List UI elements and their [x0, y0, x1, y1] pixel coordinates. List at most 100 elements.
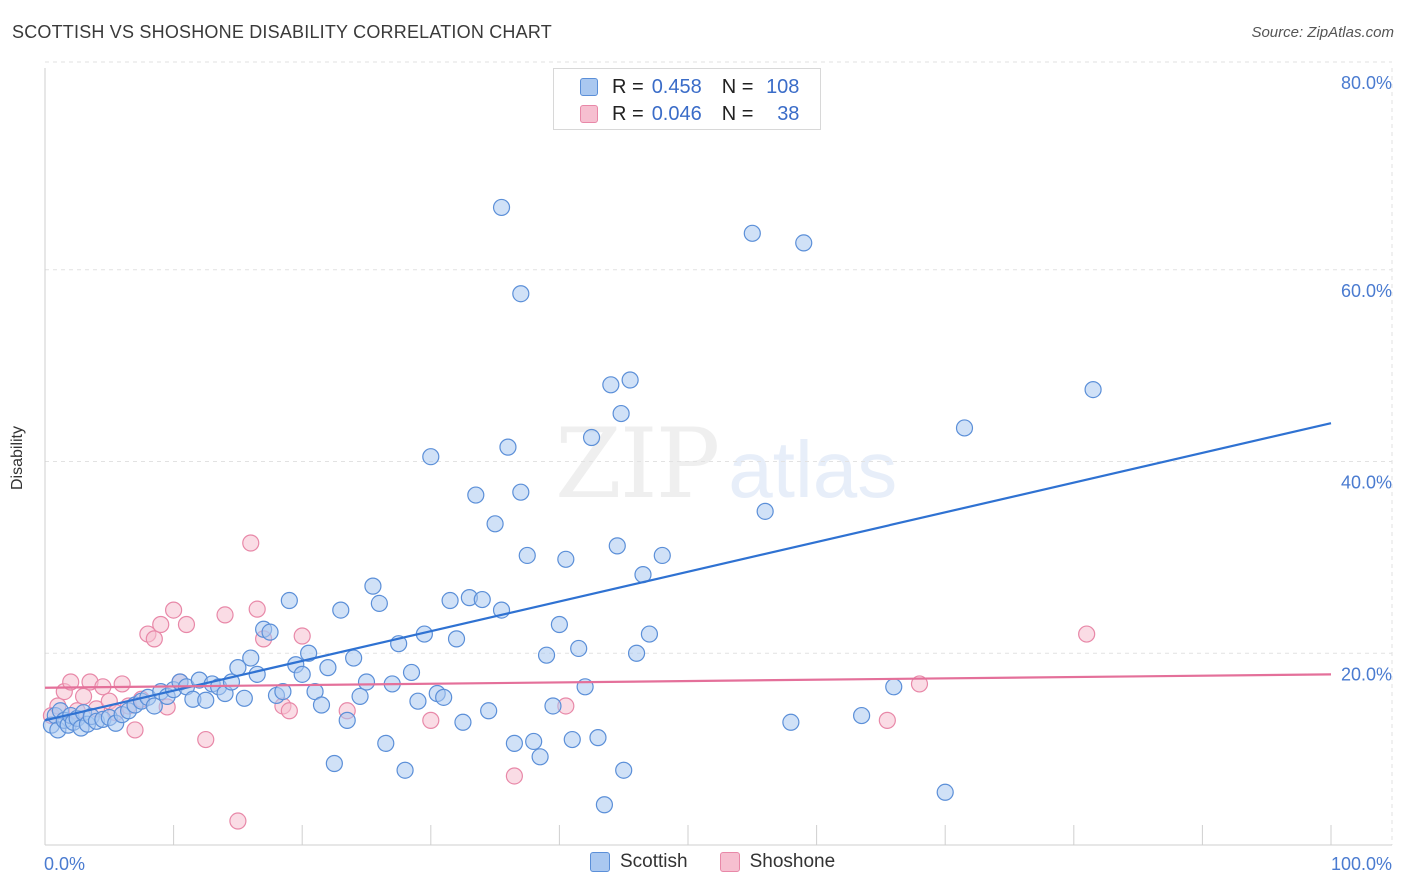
shoshone-point: [177, 615, 196, 634]
scottish-swatch: [580, 78, 598, 96]
scottish-point: [338, 711, 356, 729]
r-label: R =: [612, 102, 644, 125]
scottish-point: [409, 692, 427, 710]
n-value: 108: [766, 75, 800, 98]
scottish-point: [595, 796, 614, 814]
scottish-point: [473, 590, 491, 609]
watermark: ZIP atlas: [555, 408, 897, 520]
shoshone-point: [505, 767, 523, 785]
r-value: 0.046: [651, 102, 702, 125]
legend-item-scottish[interactable]: Scottish: [590, 851, 688, 873]
scottish-point: [885, 678, 903, 696]
scottish-point: [235, 689, 253, 707]
scottish-point: [447, 630, 466, 648]
legend-row-scottish: R = 0.458 N = 108: [580, 75, 799, 99]
watermark-zip: ZIP: [555, 408, 720, 520]
scottish-point: [261, 623, 279, 641]
scottish-point: [627, 644, 646, 662]
scottish-point: [589, 729, 607, 747]
y-tick-label: 80.0%: [1341, 73, 1392, 93]
scottish-point: [499, 438, 517, 456]
shoshone-point: [216, 606, 234, 624]
scottish-point: [563, 730, 581, 749]
trend-lines: [44, 422, 1332, 722]
scottish-point: [370, 594, 388, 612]
shoshone-point: [242, 534, 260, 552]
scottish-point: [550, 615, 569, 634]
scottish-point: [608, 537, 626, 555]
scottish-point: [300, 644, 318, 662]
shoshone-point: [62, 673, 80, 691]
scottish-point: [518, 546, 536, 565]
shoshone-point: [280, 702, 298, 720]
shoshone-point: [910, 675, 929, 693]
scottish-point: [197, 691, 215, 709]
axes: [44, 68, 1393, 846]
scottish-point: [242, 649, 260, 667]
scottish-point: [853, 706, 871, 725]
shoshone-point: [422, 711, 440, 729]
scottish-point: [345, 649, 363, 667]
scottish-point: [505, 734, 523, 752]
shoshone-point: [1078, 625, 1096, 643]
shoshone-point: [878, 711, 896, 729]
shoshone-point: [165, 601, 183, 619]
shoshone-swatch: [719, 852, 740, 872]
scottish-point: [621, 371, 639, 389]
source-credit: Source: ZipAtlas.com: [1251, 24, 1394, 41]
shoshone-point: [113, 675, 131, 693]
stats-legend: R = 0.458 N = 108 R = 0.046 N = 38: [553, 68, 821, 130]
scottish-point: [795, 234, 813, 252]
scottish-point: [441, 591, 459, 610]
scottish-point: [312, 696, 331, 714]
r-label: R =: [612, 75, 644, 98]
scottish-point: [1084, 380, 1102, 399]
shoshone-point: [229, 812, 247, 830]
shoshone-point: [126, 721, 144, 739]
n-label: N =: [721, 75, 754, 98]
scottish-point: [557, 550, 575, 568]
r-value: 0.458: [651, 75, 702, 98]
scottish-point: [402, 663, 421, 682]
scottish-point: [602, 376, 620, 394]
scottish-point: [274, 682, 292, 701]
scottish-point: [756, 502, 774, 520]
scottish-point: [396, 761, 414, 779]
scottish-point: [422, 448, 440, 466]
legend-item-shoshone[interactable]: Shoshone: [719, 851, 836, 873]
scottish-swatch: [590, 852, 610, 872]
scottish-point: [640, 625, 659, 643]
legend-row-shoshone: R = 0.046 N = 38: [580, 102, 799, 126]
scottish-point: [582, 428, 601, 447]
scottish-point: [467, 486, 485, 504]
scottish-point: [615, 761, 633, 779]
shoshone-trend-line: [44, 673, 1332, 689]
n-value: 38: [777, 102, 800, 125]
scottish-point: [357, 673, 376, 691]
scottish-point: [454, 713, 472, 731]
shoshone-point: [152, 615, 170, 634]
scottish-point: [537, 646, 556, 664]
shoshone-point: [248, 600, 266, 618]
scottish-point: [512, 483, 530, 501]
scottish-point: [486, 515, 504, 533]
n-label: N =: [721, 102, 754, 125]
scottish-point: [492, 198, 511, 217]
scottish-point: [743, 224, 761, 242]
scottish-point: [936, 783, 954, 801]
scottish-point: [325, 754, 343, 773]
watermark-atlas: atlas: [728, 425, 898, 514]
scottish-point: [544, 697, 562, 715]
scottish-point: [653, 546, 671, 565]
y-tick-label: 40.0%: [1341, 473, 1392, 493]
scottish-point: [435, 688, 453, 706]
scottish-point: [480, 702, 498, 720]
scottish-trend-line: [44, 422, 1332, 722]
y-tick-label: 60.0%: [1341, 281, 1392, 301]
scottish-point: [525, 732, 543, 751]
shoshone-swatch: [580, 105, 598, 123]
scottish-point: [512, 285, 530, 303]
legend-label: Shoshone: [749, 851, 836, 872]
scottish-point: [612, 404, 630, 423]
chart-title: SCOTTISH VS SHOSHONE DISABILITY CORRELAT…: [12, 22, 552, 42]
